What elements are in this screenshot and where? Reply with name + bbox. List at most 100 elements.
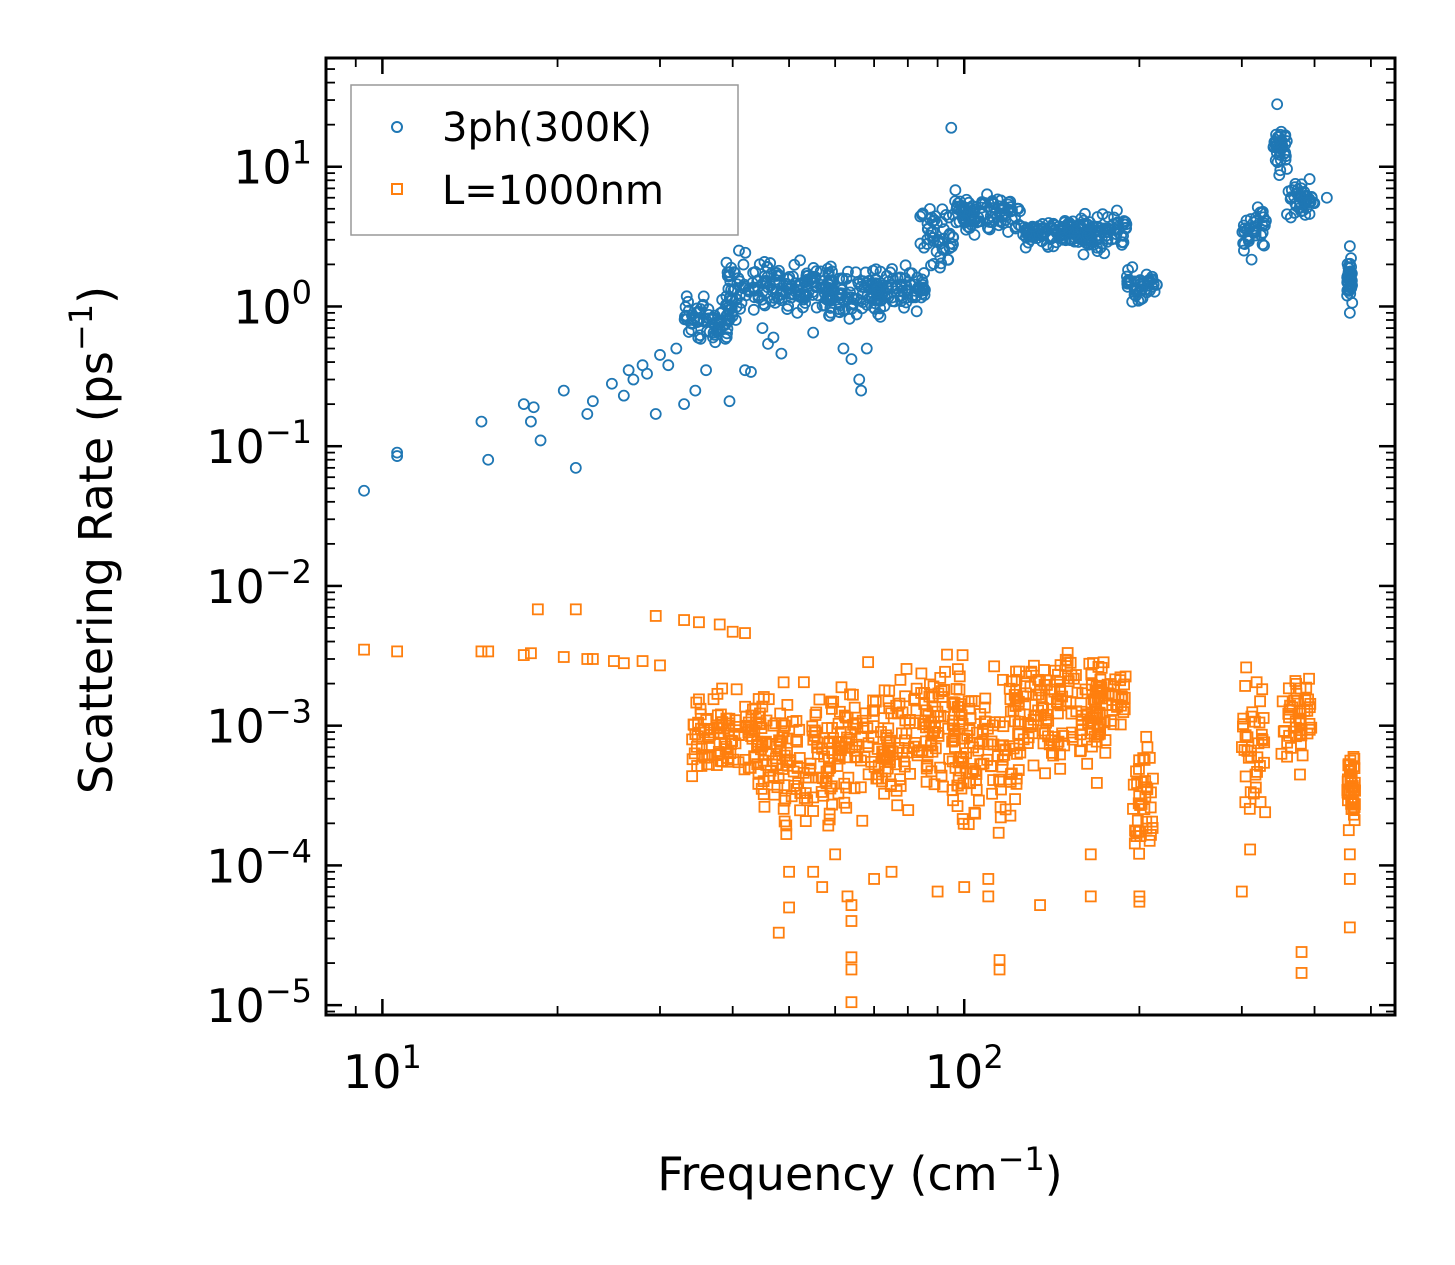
data-point [845,899,858,911]
data-point [872,759,885,772]
data-point [1244,786,1257,799]
data-point [845,915,858,927]
data-point [753,718,766,731]
data-point [1348,752,1361,765]
data-point [1346,296,1359,309]
data-point [1081,757,1094,770]
data-point [977,207,990,220]
data-point [686,733,699,746]
data-point [1303,173,1316,185]
data-point [710,759,723,771]
data-point [1080,234,1092,247]
data-point [1122,264,1134,276]
data-point [958,205,971,218]
data-point [862,656,875,669]
data-point [702,758,715,771]
data-point [732,728,745,741]
data-point [662,359,675,372]
data-point [1086,234,1099,247]
data-point [922,222,934,235]
data-point [693,693,705,706]
data-point [826,721,838,734]
data-point [1146,822,1159,834]
data-point [1119,670,1132,683]
data-point [972,744,985,757]
data-point [833,736,846,748]
data-point [1099,746,1112,759]
data-point [1105,233,1118,246]
legend-label-l1000nm: L=1000nm [442,168,664,214]
data-point [920,762,933,775]
data-point [767,331,780,344]
data-point [1259,806,1272,819]
x-axis-title: Frequency (cm−1) [657,1140,1062,1201]
data-point [1107,718,1120,731]
data-point [970,783,983,796]
data-point [1278,725,1291,737]
data-point [837,342,850,355]
data-point [895,295,908,308]
data-point [869,297,882,310]
data-point [608,655,620,667]
data-point [953,683,966,696]
data-point [1237,237,1250,250]
data-point [847,718,859,731]
data-point [840,801,853,814]
data-point [934,250,947,263]
data-point [985,760,997,773]
data-point [890,784,903,797]
data-point [1019,698,1032,711]
data-point [1046,222,1059,235]
data-point [939,665,951,678]
data-point [1303,717,1316,730]
data-point [693,616,705,629]
data-point [707,331,719,344]
data-point [821,737,834,750]
data-point [955,732,968,745]
data-point [1061,672,1074,685]
data-point [956,649,969,662]
y-tick-label: 10−3 [206,693,312,754]
data-point [696,749,709,762]
data-point [636,655,649,667]
data-point [688,747,701,760]
data-point [757,754,770,767]
data-point [1282,707,1295,720]
data-point [773,288,786,301]
data-point [845,996,858,1009]
data-point [697,298,709,311]
data-point [654,659,666,672]
tick-labels: 101 102 10−5 10−4 10−3 10−2 10−1 100 101 [206,134,1003,1099]
data-point [1284,699,1296,712]
data-point [797,676,810,689]
data-point [952,779,964,792]
data-point [756,740,768,753]
data-point [1118,215,1130,227]
data-point [778,725,790,738]
data-point [838,709,851,722]
data-point [842,771,855,784]
data-point [899,259,912,272]
data-point [1027,759,1040,772]
data-point [998,748,1011,761]
data-point [1144,801,1157,814]
data-point [807,805,820,817]
data-point [1235,885,1248,898]
data-point [1117,236,1130,249]
data-point [934,761,946,774]
data-point [517,649,530,661]
data-point [915,667,928,680]
data-point [740,710,752,723]
data-point [1133,890,1146,903]
data-point [557,651,570,663]
data-point [845,963,858,976]
data-point [925,734,938,747]
data-point [586,395,599,408]
data-point [1115,229,1128,242]
data-point [1035,701,1048,713]
data-point [867,694,880,707]
data-point [855,384,868,397]
data-point [970,200,982,213]
data-point [1022,224,1035,237]
data-point [822,819,835,832]
